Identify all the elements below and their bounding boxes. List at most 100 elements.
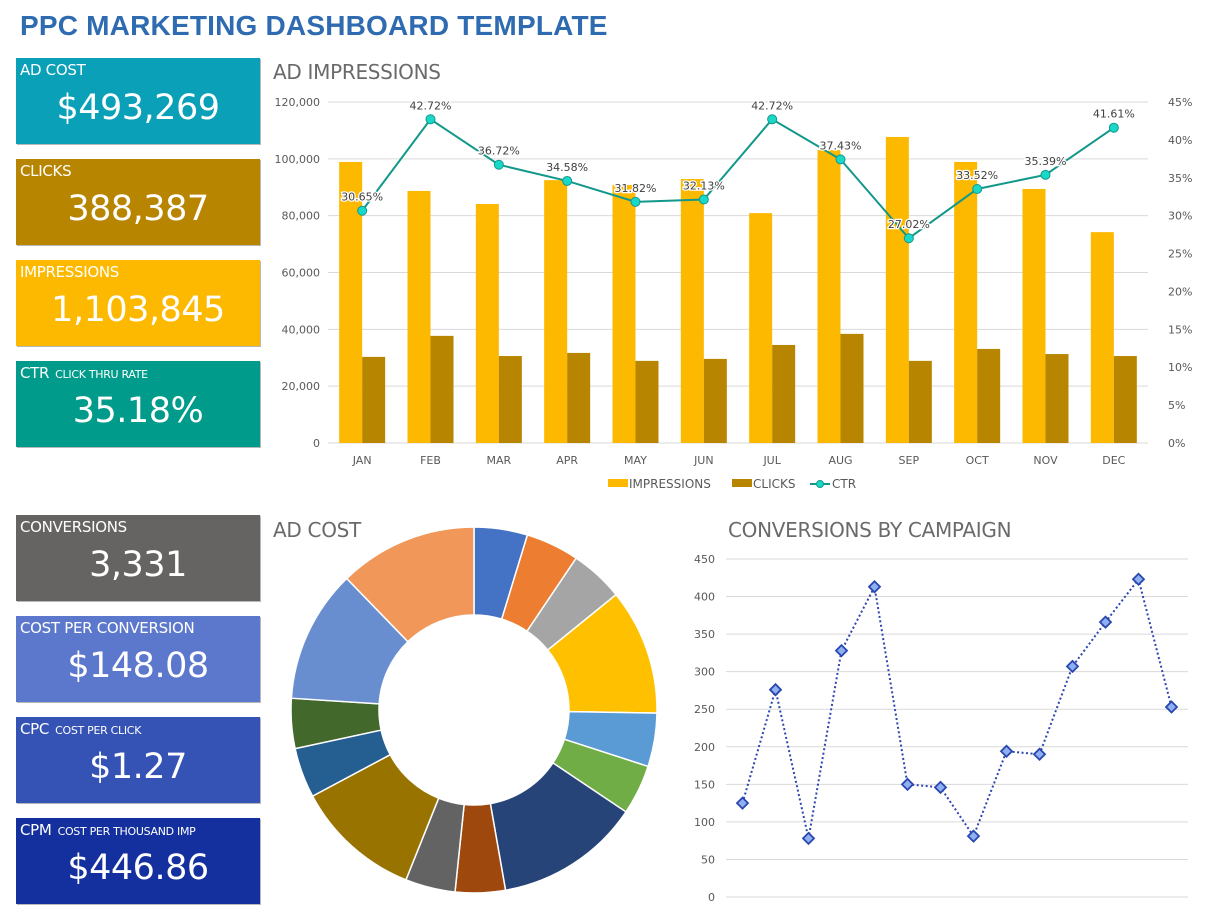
ctr-marker (972, 183, 983, 194)
conversion-marker (1098, 615, 1113, 629)
x-tick-label: SEP (899, 454, 920, 467)
conversion-marker (834, 643, 849, 658)
y-tick-label: 150 (694, 778, 715, 791)
clicks-bar (567, 352, 591, 443)
y2-tick-label: 20% (1168, 285, 1192, 298)
y-tick-label: 100,000 (275, 153, 321, 166)
kpi-tile-impressions: IMPRESSIONS 1,103,845 (16, 260, 260, 346)
ad-impressions-chart: 0 20,000 40,000 60,000 80,000 100,000 120,000 0… (275, 96, 1193, 491)
conversion-marker (999, 744, 1014, 759)
x-tick-label: NOV (1033, 454, 1058, 467)
y-tick-label: 400 (694, 591, 715, 604)
y2-tick-label: 5% (1168, 399, 1185, 412)
y2-tick-label: 0% (1168, 437, 1185, 450)
x-tick-label: MAR (486, 454, 511, 467)
ctr-marker (1040, 169, 1051, 180)
conversions-line (741, 577, 1173, 839)
x-tick-label: JUL (762, 454, 781, 467)
conversion-marker (933, 780, 948, 795)
y-tick-label: 20,000 (282, 380, 321, 393)
ctr-data-label: 32.13% (683, 180, 725, 193)
clicks-bar (772, 344, 796, 443)
kpi-label: CTR CLICK THRU RATE (20, 364, 148, 382)
x-tick-label: APR (556, 454, 578, 467)
clicks-bar (977, 348, 1001, 443)
kpi-label: CLICKS (20, 162, 72, 180)
ctr-data-label: 30.65% (341, 191, 383, 204)
ctr-marker (1108, 122, 1119, 133)
conversions-by-campaign-chart: 0 50 100 150 200 250 300 350 400 450 (694, 553, 1188, 904)
impressions-bar (1090, 232, 1114, 443)
y-tick-label: 120,000 (275, 96, 321, 109)
clicks-bar (1113, 356, 1137, 443)
ad-cost-title: AD COST (273, 518, 361, 542)
kpi-value: $493,269 (56, 88, 220, 128)
clicks-bar (498, 356, 522, 443)
y2-tick-label: 30% (1168, 210, 1192, 223)
page-title: PPC MARKETING DASHBOARD TEMPLATE (20, 10, 608, 41)
clicks-bar (908, 360, 932, 443)
y2-tick-label: 45% (1168, 96, 1192, 109)
ctr-marker (903, 233, 914, 244)
ctr-data-label: 42.72% (410, 99, 452, 112)
conversion-marker (801, 831, 816, 846)
ctr-marker (835, 154, 846, 165)
x-tick-label: MAY (624, 454, 647, 467)
ctr-data-label: 33.52% (956, 169, 998, 182)
conversions-by-campaign-title: CONVERSIONS BY CAMPAIGN (728, 518, 1012, 542)
clicks-bar (635, 360, 659, 443)
ctr-data-label: 36.72% (478, 145, 520, 158)
kpi-value: 35.18% (72, 391, 204, 431)
impressions-bar (749, 213, 773, 443)
x-tick-label: JAN (352, 454, 372, 467)
kpi-tile-cost-per-conversion: COST PER CONVERSION $148.08 (16, 616, 260, 702)
kpi-value: $148.08 (67, 646, 209, 686)
impressions-bar (1022, 188, 1046, 443)
y-tick-label: 450 (694, 553, 715, 566)
ctr-data-label: 31.82% (615, 182, 657, 195)
kpi-tile-ctr: CTR CLICK THRU RATE 35.18% (16, 361, 260, 447)
kpi-tile-cpc: CPC COST PER CLICK $1.27 (16, 717, 260, 803)
kpi-label-text: AD COST (20, 61, 86, 79)
kpi-label: CONVERSIONS (20, 518, 127, 536)
ctr-marker (562, 175, 573, 186)
kpi-label-text: CLICKS (20, 162, 72, 180)
clicks-bar (840, 333, 864, 443)
kpi-tile-clicks: CLICKS 388,387 (16, 159, 260, 245)
y2-tick-label: 25% (1168, 248, 1192, 261)
kpi-label: CPC COST PER CLICK (20, 720, 141, 738)
conversion-marker (966, 829, 981, 843)
kpi-label: CPM COST PER THOUSAND IMP (20, 821, 196, 839)
impressions-bar (885, 136, 909, 443)
kpi-tile-ad-cost: AD COST $493,269 (16, 58, 260, 144)
conversion-marker (1164, 700, 1179, 714)
impressions-bar (612, 184, 636, 443)
conversion-marker (768, 682, 783, 697)
ctr-marker (425, 114, 436, 125)
donut-slice (345, 526, 475, 643)
kpi-label: IMPRESSIONS (20, 263, 119, 281)
impressions-bar (954, 161, 978, 443)
kpi-value: $446.86 (67, 848, 209, 888)
y-tick-label: 80,000 (282, 210, 321, 223)
ctr-marker (630, 196, 641, 207)
y-tick-label: 250 (694, 703, 715, 716)
y2-tick-label: 10% (1168, 361, 1192, 374)
conversion-marker (1131, 572, 1146, 587)
ctr-data-label: 42.72% (751, 99, 793, 112)
legend-clicks-label: CLICKS (753, 477, 795, 491)
conversion-marker (1032, 747, 1047, 762)
ctr-line (361, 117, 1115, 240)
kpi-label-text: CPM (20, 821, 52, 839)
ctr-data-label: 35.39% (1025, 155, 1067, 168)
y-tick-label: 40,000 (282, 323, 321, 336)
y-tick-label: 350 (694, 628, 715, 641)
kpi-value: $1.27 (89, 747, 187, 787)
kpi-label-text: IMPRESSIONS (20, 263, 120, 281)
clicks-bar (703, 358, 727, 443)
impressions-bar (475, 204, 499, 443)
y2-tick-label: 40% (1168, 134, 1192, 147)
clicks-bar (1045, 354, 1069, 443)
impressions-bar (544, 180, 568, 444)
ctr-data-label: 37.43% (820, 139, 862, 152)
